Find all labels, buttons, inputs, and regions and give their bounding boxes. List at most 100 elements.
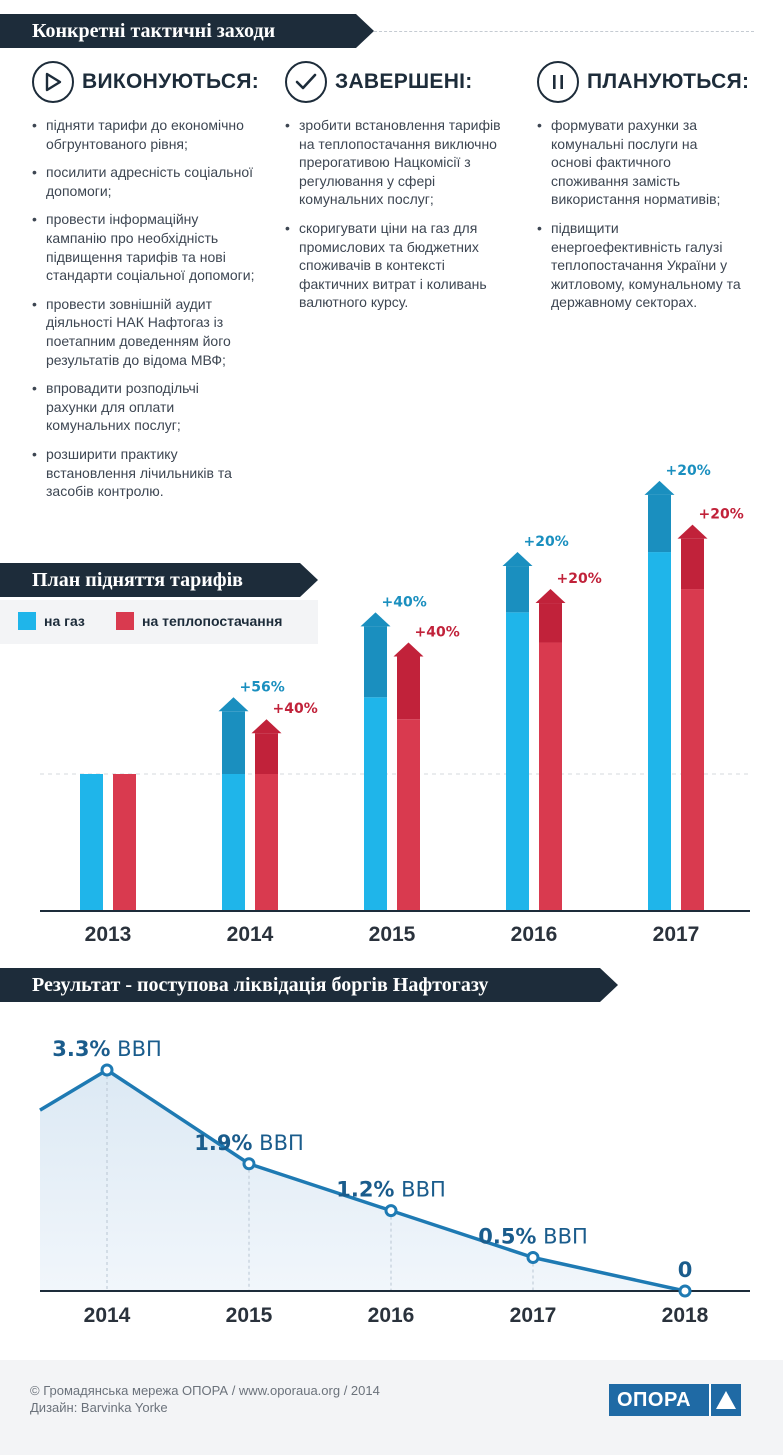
copyright-text: © Громадянська мережа ОПОРА / www.oporau… xyxy=(30,1383,380,1398)
increase-label: +56% xyxy=(240,679,285,695)
bar-increase xyxy=(506,566,529,613)
column-completed: ЗАВЕРШЕНІ: зробити встановлення тарифів … xyxy=(285,60,525,322)
bar-increase xyxy=(255,733,278,774)
tariff-bar-chart: 2013 +56% +40% 2014 +40% +40% 2015 +20% +20% 2016… xyxy=(40,463,750,946)
section-title-tactics: Конкретні тактичні заходи xyxy=(32,20,276,42)
data-point xyxy=(384,1204,398,1218)
section-title-result: Результат - поступова ліквідація боргів … xyxy=(32,974,489,996)
debt-area-chart: 3.3% ВВП 2014 1.9% ВВП 2015 1.2% ВВП 2016 0.5%… xyxy=(39,1037,750,1327)
debt-line xyxy=(39,1068,686,1293)
bar-increase xyxy=(539,603,562,643)
list-item: формувати рахунки за комунальні послуги … xyxy=(537,116,767,209)
increase-label: +20% xyxy=(699,507,744,523)
pause-icon xyxy=(537,61,579,103)
divider xyxy=(374,31,754,32)
logo-triangle-icon xyxy=(709,1384,741,1416)
legend-label-gas: на газ xyxy=(44,613,85,629)
value-unit: ВВП xyxy=(252,1131,303,1155)
bar-arrow xyxy=(393,642,424,657)
legend-swatch-gas xyxy=(18,612,36,630)
bar-base xyxy=(80,774,103,911)
value-number: 1.2% xyxy=(336,1178,394,1202)
list-item: впровадити розподільчі рахунки для оплат… xyxy=(32,379,272,435)
year-tick-label: 2015 xyxy=(369,923,416,946)
value-label: 1.9% ВВП xyxy=(194,1131,304,1155)
value-number: 1.9% xyxy=(194,1131,252,1155)
bullet-list: зробити встановлення тарифів на теплопос… xyxy=(285,116,525,312)
list-item: посилити адресність соціальної допомоги; xyxy=(32,163,272,200)
data-point xyxy=(242,1157,256,1171)
value-unit: ВВП xyxy=(536,1225,587,1249)
check-icon xyxy=(285,61,327,103)
bar-base xyxy=(113,774,136,911)
bar-arrow xyxy=(251,719,282,734)
logo-text: ОПОРА xyxy=(617,1389,692,1411)
bullet-list: підняти тарифи до економічно обгрунтован… xyxy=(32,116,272,501)
value-unit: ВВП xyxy=(394,1178,445,1202)
bar-arrow xyxy=(677,524,708,539)
year-tick-label: 2015 xyxy=(226,1304,273,1327)
year-tick-label: 2017 xyxy=(510,1304,557,1327)
value-number: 0 xyxy=(678,1258,693,1282)
value-unit: ВВП xyxy=(110,1037,161,1061)
year-tick-label: 2018 xyxy=(662,1304,709,1327)
increase-label: +20% xyxy=(666,463,711,479)
value-label: 3.3% ВВП xyxy=(52,1037,162,1061)
increase-label: +20% xyxy=(557,571,602,587)
value-label: 1.2% ВВП xyxy=(336,1178,446,1202)
increase-label: +40% xyxy=(273,701,318,717)
bar-base xyxy=(397,719,420,911)
list-item: розширити практику встановлення лічильни… xyxy=(32,445,272,501)
debt-area xyxy=(40,1070,685,1291)
column-in-progress: ВИКОНУЮТЬСЯ: підняти тарифи до економічн… xyxy=(32,60,272,511)
play-icon xyxy=(32,61,74,103)
list-item: провести інформаційну кампанію про необх… xyxy=(32,210,272,284)
list-item: підвищити енергоефективність галузі тепл… xyxy=(537,219,767,312)
value-number: 0.5% xyxy=(478,1225,536,1249)
column-title: ЗАВЕРШЕНІ: xyxy=(335,70,473,93)
year-tick-label: 2014 xyxy=(84,1304,131,1327)
data-point xyxy=(526,1251,540,1265)
bar-base xyxy=(506,612,529,911)
column-title: ВИКОНУЮТЬСЯ: xyxy=(82,70,260,93)
section-title-tariffs: План підняття тарифів xyxy=(32,569,243,591)
increase-label: +40% xyxy=(382,594,427,610)
list-item: зробити встановлення тарифів на теплопос… xyxy=(285,116,525,209)
bar-arrow xyxy=(535,589,566,604)
data-point xyxy=(100,1063,114,1077)
bar-arrow xyxy=(502,552,533,567)
column-planned: ПЛАНУЮТЬСЯ: формувати рахунки за комунал… xyxy=(537,60,767,322)
bar-increase xyxy=(681,538,704,590)
footer: © Громадянська мережа ОПОРА / www.oporau… xyxy=(0,1360,783,1455)
bar-base xyxy=(539,642,562,911)
value-number: 3.3% xyxy=(52,1037,110,1061)
bar-base xyxy=(364,697,387,911)
bullet-list: формувати рахунки за комунальні послуги … xyxy=(537,116,767,312)
bar-base xyxy=(681,589,704,911)
increase-label: +40% xyxy=(415,624,460,640)
list-item: провести зовнішній аудит діяльності НАК … xyxy=(32,295,272,369)
bar-arrow xyxy=(218,697,249,712)
legend-swatch-heating xyxy=(116,612,134,630)
legend: на газ на теплопостачання xyxy=(0,600,318,644)
opora-logo: ОПОРА xyxy=(609,1384,741,1416)
list-item: скоригувати ціни на газ для промислових … xyxy=(285,219,525,312)
year-tick-label: 2016 xyxy=(368,1304,415,1327)
bar-increase xyxy=(222,711,245,774)
section-banner-result: Результат - поступова ліквідація боргів … xyxy=(0,968,618,1002)
legend-label-heating: на теплопостачання xyxy=(142,613,283,629)
bar-base xyxy=(255,774,278,911)
list-item: підняти тарифи до економічно обгрунтован… xyxy=(32,116,272,153)
increase-label: +20% xyxy=(524,534,569,550)
year-tick-label: 2017 xyxy=(653,923,700,946)
year-tick-label: 2014 xyxy=(227,923,274,946)
column-title: ПЛАНУЮТЬСЯ: xyxy=(587,70,750,93)
value-label: 0 xyxy=(678,1258,693,1282)
bar-arrow xyxy=(644,480,675,495)
bar-increase xyxy=(648,494,671,553)
year-tick-label: 2016 xyxy=(511,923,558,946)
bar-arrow xyxy=(360,612,391,627)
year-tick-label: 2013 xyxy=(85,923,132,946)
bar-base xyxy=(648,552,671,911)
bar-base xyxy=(222,774,245,911)
